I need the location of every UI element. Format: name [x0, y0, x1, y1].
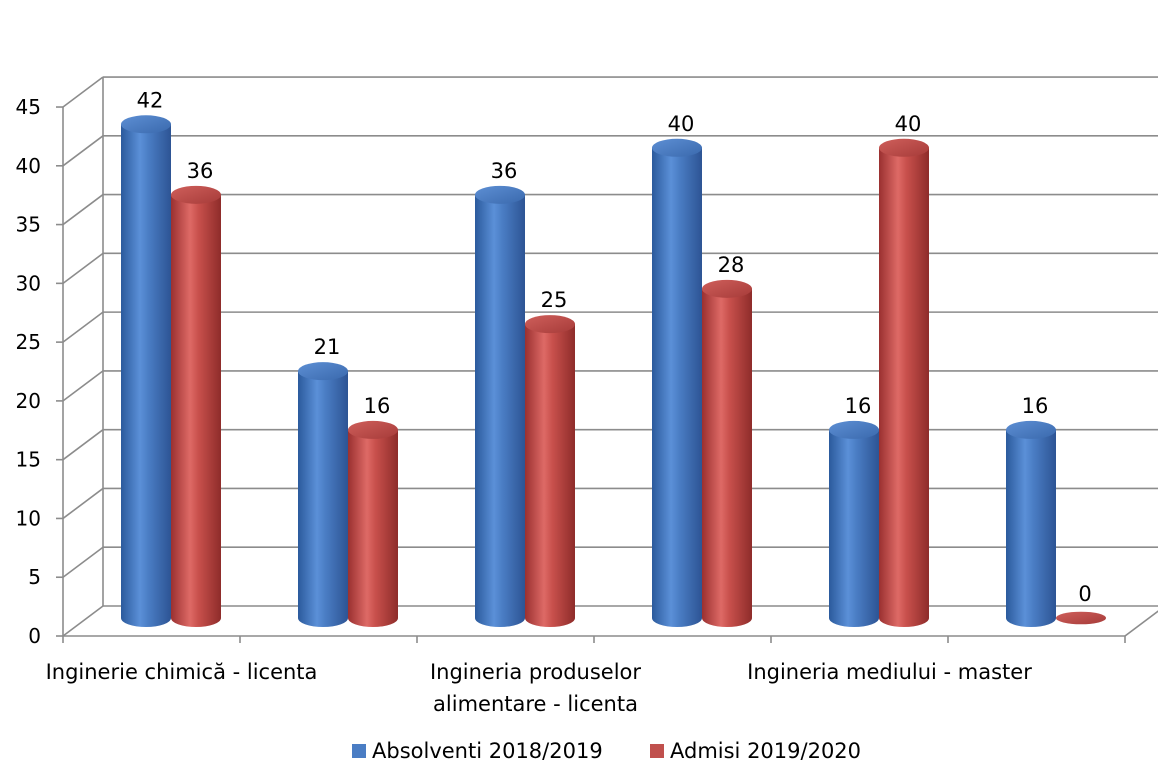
bar-top	[475, 185, 525, 204]
bar-body	[1006, 429, 1056, 627]
y-tick-label: 0	[28, 624, 41, 648]
legend-item: Absolventi 2018/2019	[352, 739, 603, 763]
bar-top	[879, 138, 929, 157]
bar	[121, 115, 171, 627]
y-tick-label: 20	[16, 389, 41, 413]
data-label: 25	[541, 288, 568, 312]
bar-top	[298, 362, 348, 381]
y-tick-label: 25	[16, 330, 41, 354]
bar-top	[652, 138, 702, 157]
bar	[298, 362, 348, 627]
gridline-depth	[62, 252, 104, 284]
bar-body	[652, 147, 702, 628]
y-tick-label: 5	[28, 565, 41, 589]
bar-body	[298, 371, 348, 627]
gridline-depth	[62, 76, 104, 108]
bar-body	[475, 194, 525, 627]
data-label: 0	[1078, 582, 1091, 606]
gridline-depth	[62, 605, 104, 637]
labels-layer: Inginerie chimică - licenta Ingineria pro…	[46, 88, 1092, 716]
bar-top	[525, 315, 575, 334]
bar	[829, 420, 879, 627]
bar	[1006, 420, 1056, 627]
bars-layer	[121, 115, 1106, 628]
gridline-depth	[62, 370, 104, 402]
bar-top	[1006, 420, 1056, 439]
gridline-depth	[62, 546, 104, 578]
bar-body	[348, 429, 398, 627]
bar-top	[829, 420, 879, 439]
bar	[1056, 611, 1106, 625]
gridline-depth	[62, 311, 104, 343]
data-label: 21	[314, 335, 341, 359]
bar	[348, 420, 398, 627]
y-tick-label: 10	[16, 506, 41, 530]
x-category-label-line: Inginerie chimică - licenta	[46, 660, 318, 684]
x-category-label-line: alimentare - licenta	[433, 692, 638, 716]
data-label: 40	[668, 112, 695, 136]
legend-item: Admisi 2019/2020	[650, 739, 861, 763]
bar	[652, 138, 702, 628]
bar-top	[121, 115, 171, 134]
bar	[525, 315, 575, 627]
data-label: 36	[187, 159, 214, 183]
data-label: 40	[895, 112, 922, 136]
bar-body	[171, 194, 221, 627]
gridline-depth	[62, 429, 104, 461]
gridline-depth	[62, 193, 104, 226]
gridline-depth	[62, 135, 104, 167]
bar	[879, 138, 929, 628]
x-category-label-line: Ingineria produselor	[430, 660, 641, 684]
bar-body	[702, 288, 752, 627]
bar-body	[879, 147, 929, 628]
data-label: 36	[491, 159, 518, 183]
bar	[475, 185, 525, 627]
gridline-depth	[62, 487, 104, 520]
x-category-label-line: Ingineria mediului - master	[747, 660, 1032, 684]
legend-swatch	[352, 744, 366, 758]
data-label: 42	[137, 88, 164, 112]
y-tick-label: 35	[16, 213, 41, 237]
y-tick-label: 45	[16, 95, 41, 119]
legend-swatch	[650, 744, 664, 758]
axes-layer: 0 5 10 15 20 25 30 35 40 45	[16, 76, 1158, 648]
data-label: 16	[364, 394, 391, 418]
x-category-label: Ingineria mediului - master	[747, 660, 1032, 684]
data-label: 16	[845, 394, 872, 418]
bar	[702, 279, 752, 627]
bar-body	[525, 324, 575, 627]
bar-top	[348, 420, 398, 439]
data-label: 16	[1022, 394, 1049, 418]
bar-body	[121, 124, 171, 627]
y-tick-label: 40	[16, 154, 41, 178]
legend-label: Admisi 2019/2020	[670, 739, 861, 763]
x-category-label: Inginerie chimică - licenta	[46, 660, 318, 684]
x-category-label: Ingineria produselor alimentare - licenta	[430, 660, 641, 716]
bar-top	[702, 279, 752, 298]
floor-right-edge	[1124, 610, 1158, 637]
bar-top	[171, 185, 221, 204]
legend-label: Absolventi 2018/2019	[372, 739, 603, 763]
bar-body	[829, 429, 879, 627]
y-tick-label: 15	[16, 448, 41, 472]
bar	[171, 185, 221, 627]
bar-top	[1056, 611, 1106, 625]
data-label: 28	[718, 253, 745, 277]
y-tick-label: 30	[16, 271, 41, 295]
legend: Absolventi 2018/2019 Admisi 2019/2020	[352, 739, 861, 763]
